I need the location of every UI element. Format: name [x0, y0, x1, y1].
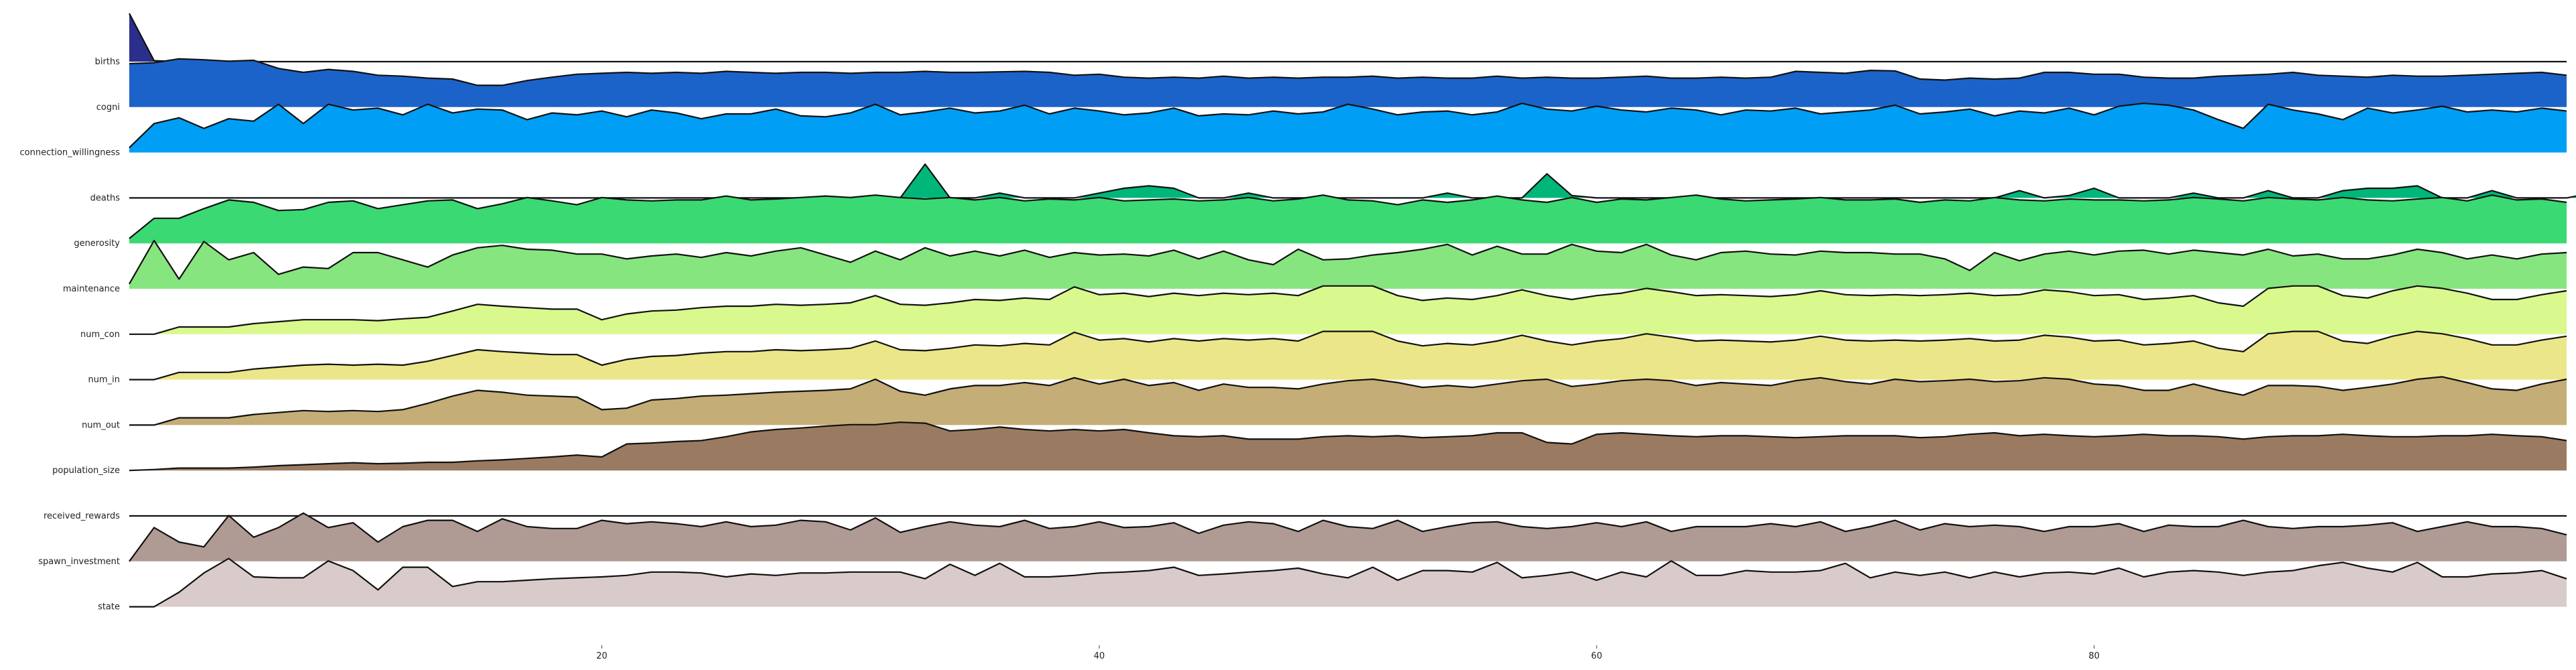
ridge-line-population-size	[129, 421, 2567, 472]
series-label-spawn-investment: spawn_investment	[38, 557, 120, 567]
ridge-line-cogni	[129, 58, 2567, 86]
x-axis: 20 40 60 80	[596, 645, 2100, 661]
series-label-num-out: num_out	[82, 420, 120, 430]
ridge-line-state	[129, 557, 2567, 608]
ridge-line-num-out	[129, 376, 2567, 426]
series-label-maintenance: maintenance	[63, 284, 120, 294]
ridge-area-num-out	[129, 377, 2567, 425]
ridge-line-num-con	[129, 285, 2567, 335]
ridge-area-state	[129, 558, 2567, 607]
series-label-cogni: cogni	[96, 103, 120, 113]
ridge-area-spawn-investment	[129, 513, 2567, 561]
ridge-area-births	[129, 13, 2567, 62]
ridge-area-cogni	[129, 58, 2567, 107]
series-label-population-size: population_size	[52, 466, 120, 476]
ridge-line-births	[129, 13, 2567, 63]
ridge-area-maintenance	[129, 241, 2567, 289]
ridge-area-connection-willingness	[129, 103, 2567, 153]
ridge-line-generosity	[129, 194, 2567, 239]
x-tick-label: 40	[1094, 651, 1105, 661]
ridge-area-deaths	[129, 164, 2576, 198]
series-label-state: state	[98, 602, 120, 612]
ridge-area-generosity	[129, 195, 2567, 244]
ridge-line-maintenance	[129, 239, 2567, 285]
series-label-generosity: generosity	[74, 239, 120, 249]
ridge-line-connection-willingness	[129, 103, 2567, 149]
x-tick-label: 60	[1591, 651, 1603, 661]
series-label-num-con: num_con	[80, 330, 120, 340]
x-tick-label: 20	[596, 651, 607, 661]
ridge-area-population-size	[129, 422, 2567, 471]
ridge-line-num-in	[129, 330, 2567, 381]
ridges-layer	[129, 13, 2576, 608]
series-label-received-rewards: received_rewards	[44, 511, 120, 521]
series-label-num-in: num_in	[88, 375, 121, 385]
ridge-area-num-con	[129, 285, 2567, 334]
series-label-connection-willingness: connection_willingness	[20, 148, 121, 158]
x-tick-label: 80	[2088, 651, 2100, 661]
ridge-area-num-in	[129, 331, 2567, 380]
ridge-line-spawn-investment	[129, 512, 2567, 562]
series-label-births: births	[95, 57, 121, 67]
series-label-deaths: deaths	[90, 193, 121, 203]
ridge-line-deaths	[129, 163, 2576, 199]
